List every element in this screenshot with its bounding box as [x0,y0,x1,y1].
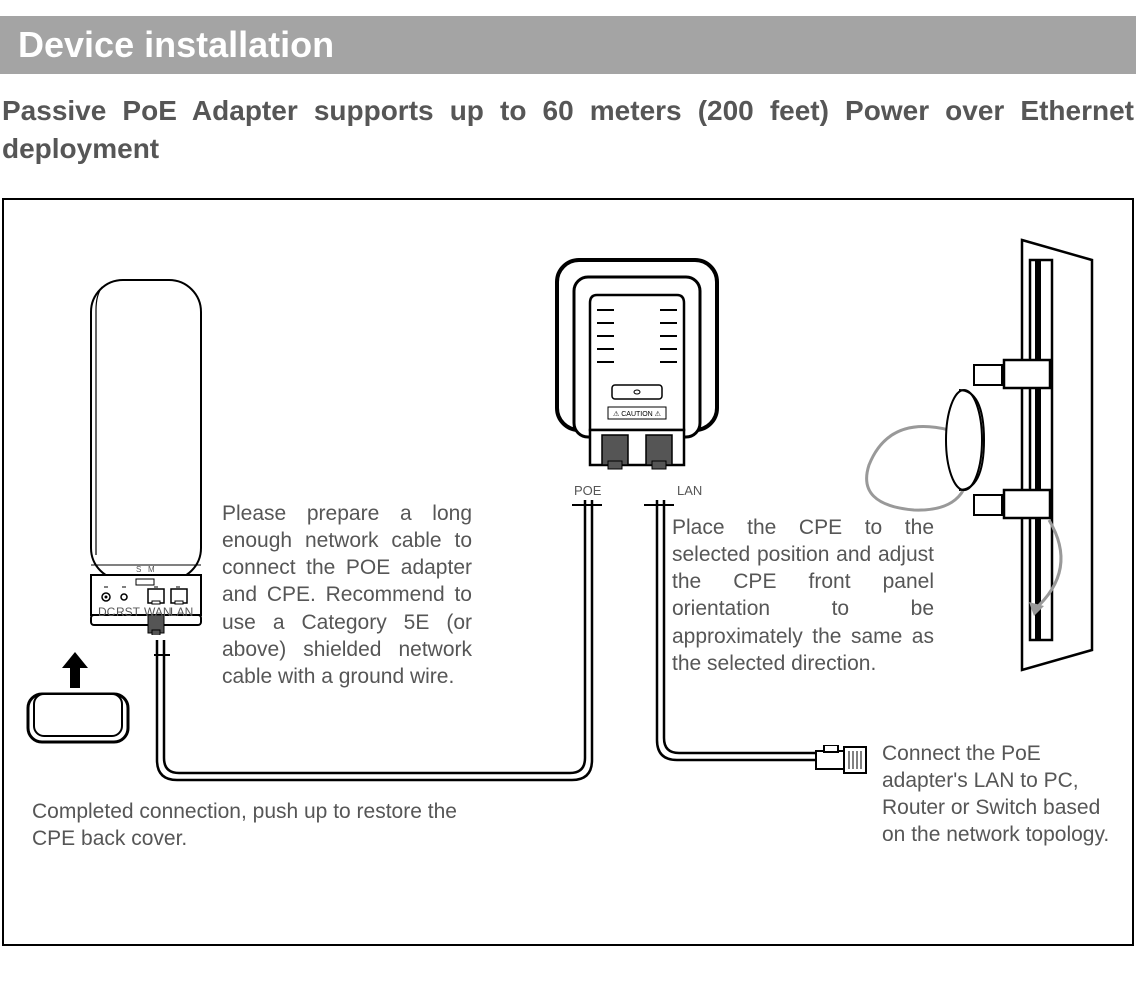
poe-port-label: POE [574,483,601,498]
cpe-device-icon: DC RST WAN LAN S M [86,275,216,640]
dc-label: DC [98,605,115,619]
section-subtitle: Passive PoE Adapter supports up to 60 me… [0,74,1136,168]
instruction-lan-connect: Connect the PoE adapter's LAN to PC, Rou… [882,740,1122,849]
ethernet-plug-icon [814,745,874,780]
instruction-cable-prep: Please prepare a long enough network cab… [222,500,472,691]
caution-text: ⚠ CAUTION ⚠ [613,410,661,418]
poe-adapter-icon: ⚠ CAUTION ⚠ POE LAN [552,255,732,520]
lan-adapter-label: LAN [677,483,702,498]
installation-diagram: DC RST WAN LAN S M [2,198,1134,946]
s-label: S [136,565,141,574]
cover-piece-icon [24,690,134,755]
section-title: Device installation [18,24,1118,66]
lan-port-label: LAN [170,605,193,619]
arrow-up-icon [60,650,90,695]
m-label: M [148,565,155,574]
instruction-placement: Place the CPE to the selected position a… [672,514,934,678]
rst-label: RST [116,605,140,619]
section-header: Device installation [0,16,1136,74]
wan-label: WAN [144,605,172,619]
instruction-cover-restore: Completed connection, push up to restore… [32,798,492,853]
